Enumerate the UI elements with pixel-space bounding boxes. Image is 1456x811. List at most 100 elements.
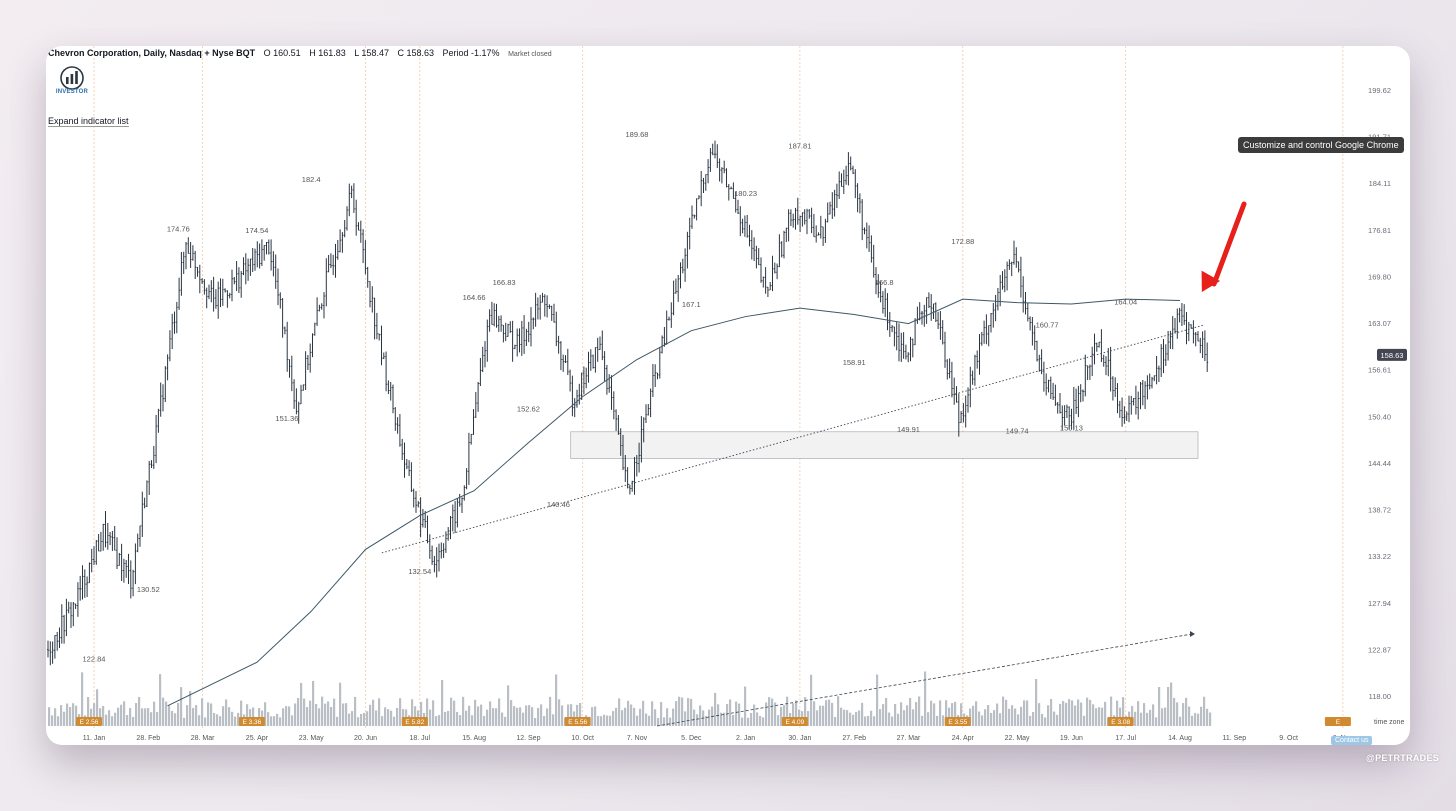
volume-bar [630, 704, 633, 726]
volume-bar [678, 696, 681, 726]
volume-bar [66, 703, 69, 726]
volume-bar [1041, 713, 1044, 726]
price-label: 172.88 [951, 237, 974, 246]
volume-bar [783, 705, 786, 726]
volume-bar [723, 712, 726, 726]
earnings-badge [401, 717, 428, 726]
volume-bar [618, 698, 621, 726]
volume-bar [114, 712, 117, 726]
volume-bar [132, 716, 135, 726]
x-tick-label: 7. Nov [627, 735, 648, 742]
volume-bar [675, 701, 678, 726]
volume-bar [531, 707, 534, 726]
volume-bar [1011, 705, 1014, 726]
volume-bar [174, 713, 177, 726]
volume-bar [321, 696, 324, 726]
volume-bar [948, 707, 951, 726]
volume-bar [291, 715, 294, 726]
y-tick-label: 169.80 [1368, 272, 1391, 281]
volume-bar [390, 710, 393, 726]
x-tick-label: 22. May [1005, 735, 1030, 742]
price-label: 149.91 [897, 425, 920, 434]
volume-bar [609, 715, 612, 726]
volume-bar [795, 700, 798, 726]
volume-bar [207, 702, 210, 726]
volume-bar [1020, 706, 1023, 726]
volume-bar [819, 705, 822, 726]
volume-bar [1140, 712, 1143, 726]
earnings-badge [944, 717, 971, 726]
volume-bar [765, 702, 768, 726]
x-tick-label: 28. Mar [191, 735, 215, 742]
volume-bar [432, 700, 435, 726]
volume-bar [513, 706, 516, 726]
volume-bar [363, 712, 366, 726]
volume-bar [714, 692, 717, 726]
volume-bar [96, 689, 99, 726]
earnings-badge [781, 717, 808, 726]
volume-bar [879, 709, 882, 726]
x-tick-label: 11. Jan [83, 735, 106, 742]
volume-bar [750, 713, 753, 726]
volume-bar [48, 707, 51, 726]
volume-bar [975, 701, 978, 726]
volume-bar [501, 712, 504, 726]
volume-bar [414, 706, 417, 726]
price-label: 160.77 [1036, 320, 1059, 329]
volume-bar [486, 709, 489, 726]
volume-bar [267, 712, 270, 726]
volume-bar [708, 709, 711, 726]
y-tick-label: 156.61 [1368, 366, 1391, 375]
volume-bar [921, 715, 924, 726]
volume-bar [810, 674, 813, 726]
volume-bar [903, 710, 906, 726]
volume-bar [1032, 711, 1035, 726]
volume-bar [843, 709, 846, 726]
volume-bar [1104, 701, 1107, 726]
volume-bar [777, 715, 780, 726]
open-value: O 160.51 [263, 48, 301, 58]
price-label: 166.83 [493, 278, 516, 287]
volume-bar [594, 706, 597, 726]
volume-bar [411, 699, 414, 726]
price-label: 166.8 [875, 278, 894, 287]
x-tick-label: 20. Jun [354, 735, 377, 742]
time-zone-label[interactable]: time zone [1374, 719, 1405, 726]
volume-bar [816, 710, 819, 726]
volume-bar [303, 698, 306, 726]
volume-bar [525, 705, 528, 726]
volume-bar [252, 707, 255, 726]
volume-bar [378, 698, 381, 726]
volume-bar [867, 715, 870, 726]
volume-bar [771, 698, 774, 726]
volume-bar [993, 710, 996, 726]
symbol-title: Chevron Corporation, Daily, Nasdaq + Nys… [48, 48, 256, 58]
contact-us-button[interactable]: Contact us [1331, 736, 1373, 745]
volume-bar [912, 709, 915, 726]
price-chart[interactable]: 199.62191.71184.11176.81169.80163.07156.… [46, 46, 1410, 745]
volume-bar [468, 705, 471, 726]
volume-bar [942, 715, 945, 726]
volume-bar [1179, 716, 1182, 726]
volume-bar [138, 696, 141, 726]
volume-bar [864, 716, 867, 726]
volume-bar [570, 704, 573, 726]
expand-indicator-link[interactable]: Expand indicator list [48, 116, 129, 127]
volume-bar [1065, 702, 1068, 726]
volume-bar [384, 707, 387, 726]
volume-bar [240, 700, 243, 726]
volume-bar [915, 702, 918, 726]
volume-bar [204, 717, 207, 726]
volume-bar [507, 685, 510, 726]
volume-bar [906, 705, 909, 726]
volume-bar [246, 704, 249, 726]
volume-bar [591, 707, 594, 726]
volume-bar [852, 714, 855, 726]
price-label: 189.68 [626, 130, 649, 139]
earnings-badge-label: E 3.36 [243, 719, 262, 726]
volume-bar [222, 706, 225, 726]
volume-bar [549, 696, 552, 726]
logo-text: INVESTOR [55, 89, 89, 95]
volume-bar [72, 703, 75, 726]
volume-bar [180, 687, 183, 726]
